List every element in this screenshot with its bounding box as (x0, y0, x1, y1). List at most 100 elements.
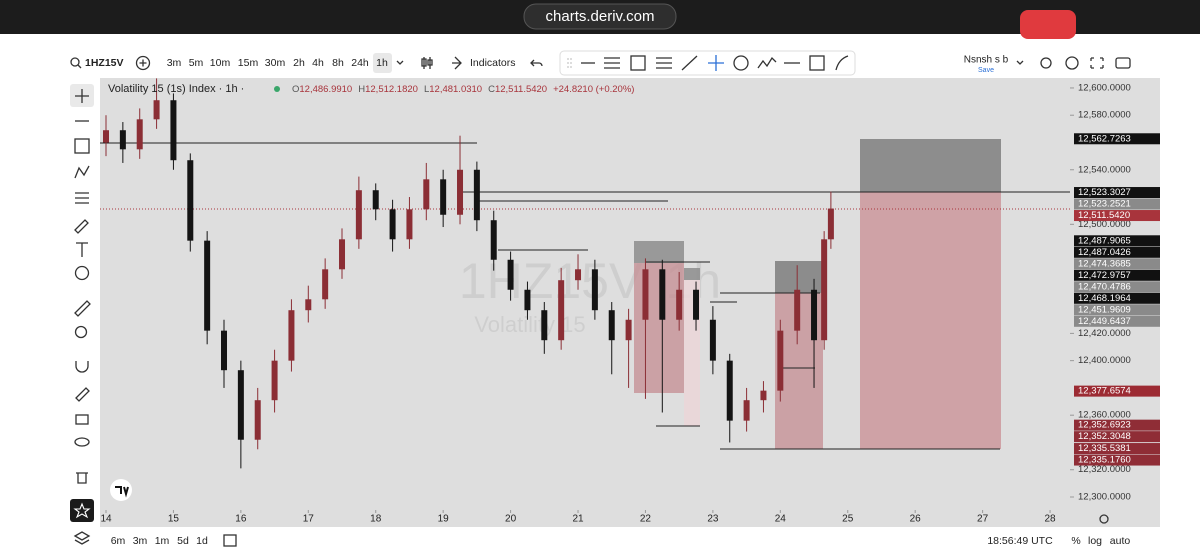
tool-circle[interactable] (733, 55, 749, 71)
tool-channel[interactable] (656, 57, 672, 69)
timeframe[interactable]: 3m (167, 57, 182, 69)
drag-handle[interactable] (567, 58, 572, 68)
scale-option[interactable]: % (1071, 535, 1080, 547)
price-tag (1074, 198, 1160, 210)
left-tool-brush[interactable] (74, 219, 89, 234)
timeframe[interactable]: 2h (293, 57, 305, 69)
tool-trend[interactable] (681, 55, 698, 71)
scale-option[interactable]: auto (1110, 535, 1131, 547)
left-tool-layers[interactable] (73, 531, 91, 545)
left-tool-fib[interactable] (75, 192, 89, 204)
position-profit-zone[interactable] (775, 261, 823, 293)
legend-value: 12,481.0310 (429, 84, 482, 95)
layout-dropdown[interactable] (1016, 60, 1024, 65)
x-tick-label: 23 (707, 514, 719, 525)
price-tag-label: 12,377.6574 (1078, 386, 1131, 397)
price-tag (1074, 281, 1160, 293)
scale-option[interactable]: log (1088, 535, 1102, 547)
candle-body (676, 289, 683, 320)
drawing-toolbar (559, 50, 856, 76)
left-tool-erase[interactable] (75, 387, 90, 402)
icon-fullscreen[interactable] (1090, 57, 1104, 69)
range-button[interactable]: 5d (177, 535, 189, 547)
timeframe[interactable]: 5m (189, 57, 204, 69)
range-button[interactable]: 3m (133, 535, 148, 547)
price-tag-label: 12,451.9609 (1078, 304, 1131, 315)
legend-change: +24.8210 (+0.20%) (553, 84, 634, 95)
tool-curve[interactable] (835, 55, 849, 71)
range-button[interactable]: 6m (111, 535, 126, 547)
undo[interactable] (530, 59, 543, 67)
left-tool-text[interactable] (76, 242, 88, 257)
y-tick-label: 12,540.0000 (1078, 164, 1131, 175)
symbol[interactable]: 1HZ15V (85, 57, 124, 69)
position-profit-zone[interactable] (634, 241, 684, 263)
add-symbol[interactable] (135, 55, 151, 71)
url-pill[interactable] (523, 3, 677, 30)
timeframe-active[interactable]: 1h (376, 57, 388, 69)
candle-body (271, 360, 278, 401)
left-tool-magnet[interactable] (75, 361, 89, 373)
position-profit-zone[interactable] (860, 139, 1001, 192)
timeframe[interactable]: 4h (312, 57, 324, 69)
legend-key: H (358, 84, 365, 95)
layout-name[interactable]: Nsnsh s b (964, 55, 1009, 66)
price-tag-label: 12,335.1760 (1078, 455, 1131, 466)
left-tool-eye[interactable] (74, 437, 90, 447)
icon-magnet[interactable] (1040, 57, 1052, 69)
position-loss-zone[interactable] (634, 263, 684, 393)
timeframe[interactable]: 15m (238, 57, 259, 69)
x-tick-label: 28 (1044, 514, 1056, 525)
timeframe[interactable]: 24h (351, 57, 369, 69)
candle-body (339, 239, 346, 270)
indicators-button[interactable]: Indicators (470, 57, 516, 69)
tool-rect[interactable] (809, 55, 825, 71)
left-tool-ruler[interactable] (74, 300, 91, 317)
price-tag-label: 12,487.0426 (1078, 247, 1131, 258)
calendar-icon[interactable] (223, 534, 237, 547)
icon-camera[interactable] (1115, 57, 1131, 69)
icon-settings[interactable] (1065, 56, 1079, 70)
candle-body (372, 190, 379, 210)
price-tag-label: 12,472.9757 (1078, 270, 1131, 281)
price-tag (1074, 258, 1160, 270)
timeframe[interactable]: 10m (210, 57, 231, 69)
red-button[interactable] (1020, 10, 1076, 39)
x-tick-label: 21 (572, 514, 584, 525)
left-tool-star[interactable] (73, 502, 91, 519)
tool-crosshair[interactable] (708, 55, 724, 71)
left-tool-cross[interactable] (75, 89, 89, 103)
save-label[interactable]: Save (978, 67, 994, 74)
range-button[interactable]: 1m (155, 535, 170, 547)
price-tag-label: 12,449.6437 (1078, 316, 1131, 327)
timeframe[interactable]: 30m (265, 57, 286, 69)
left-tool-grid[interactable] (74, 138, 90, 154)
tool-polyline[interactable] (757, 56, 777, 69)
left-tool-emoji[interactable] (74, 265, 90, 281)
range-button[interactable]: 1d (196, 535, 208, 547)
x-tick-label: 20 (505, 514, 517, 525)
axis-settings[interactable] (1099, 514, 1109, 524)
tool-grid[interactable] (630, 55, 646, 71)
left-tool-pattern[interactable] (74, 165, 90, 179)
left-tool-lock[interactable] (75, 414, 89, 425)
timeframe-dropdown[interactable] (396, 60, 404, 65)
position-loss-zone[interactable] (860, 192, 1001, 449)
search-icon[interactable] (70, 57, 80, 67)
price-tag (1074, 133, 1160, 145)
candle-body (153, 100, 160, 120)
candle-body (659, 269, 666, 320)
left-tool-trash[interactable] (76, 472, 88, 484)
chart-type-icon[interactable] (421, 57, 433, 69)
candle-body (204, 240, 211, 331)
y-tick-label: 12,300.0000 (1078, 492, 1131, 503)
left-tool-zoom[interactable] (74, 325, 88, 339)
position-profit-zone[interactable] (684, 268, 700, 280)
price-tag-label: 12,474.3685 (1078, 258, 1131, 269)
price-tag (1074, 187, 1160, 199)
y-tick-label: 12,320.0000 (1078, 464, 1131, 475)
tool-fib[interactable] (604, 57, 620, 69)
timeframe[interactable]: 8h (332, 57, 344, 69)
candle-body (608, 310, 615, 341)
price-tag-label: 12,523.3027 (1078, 187, 1131, 198)
